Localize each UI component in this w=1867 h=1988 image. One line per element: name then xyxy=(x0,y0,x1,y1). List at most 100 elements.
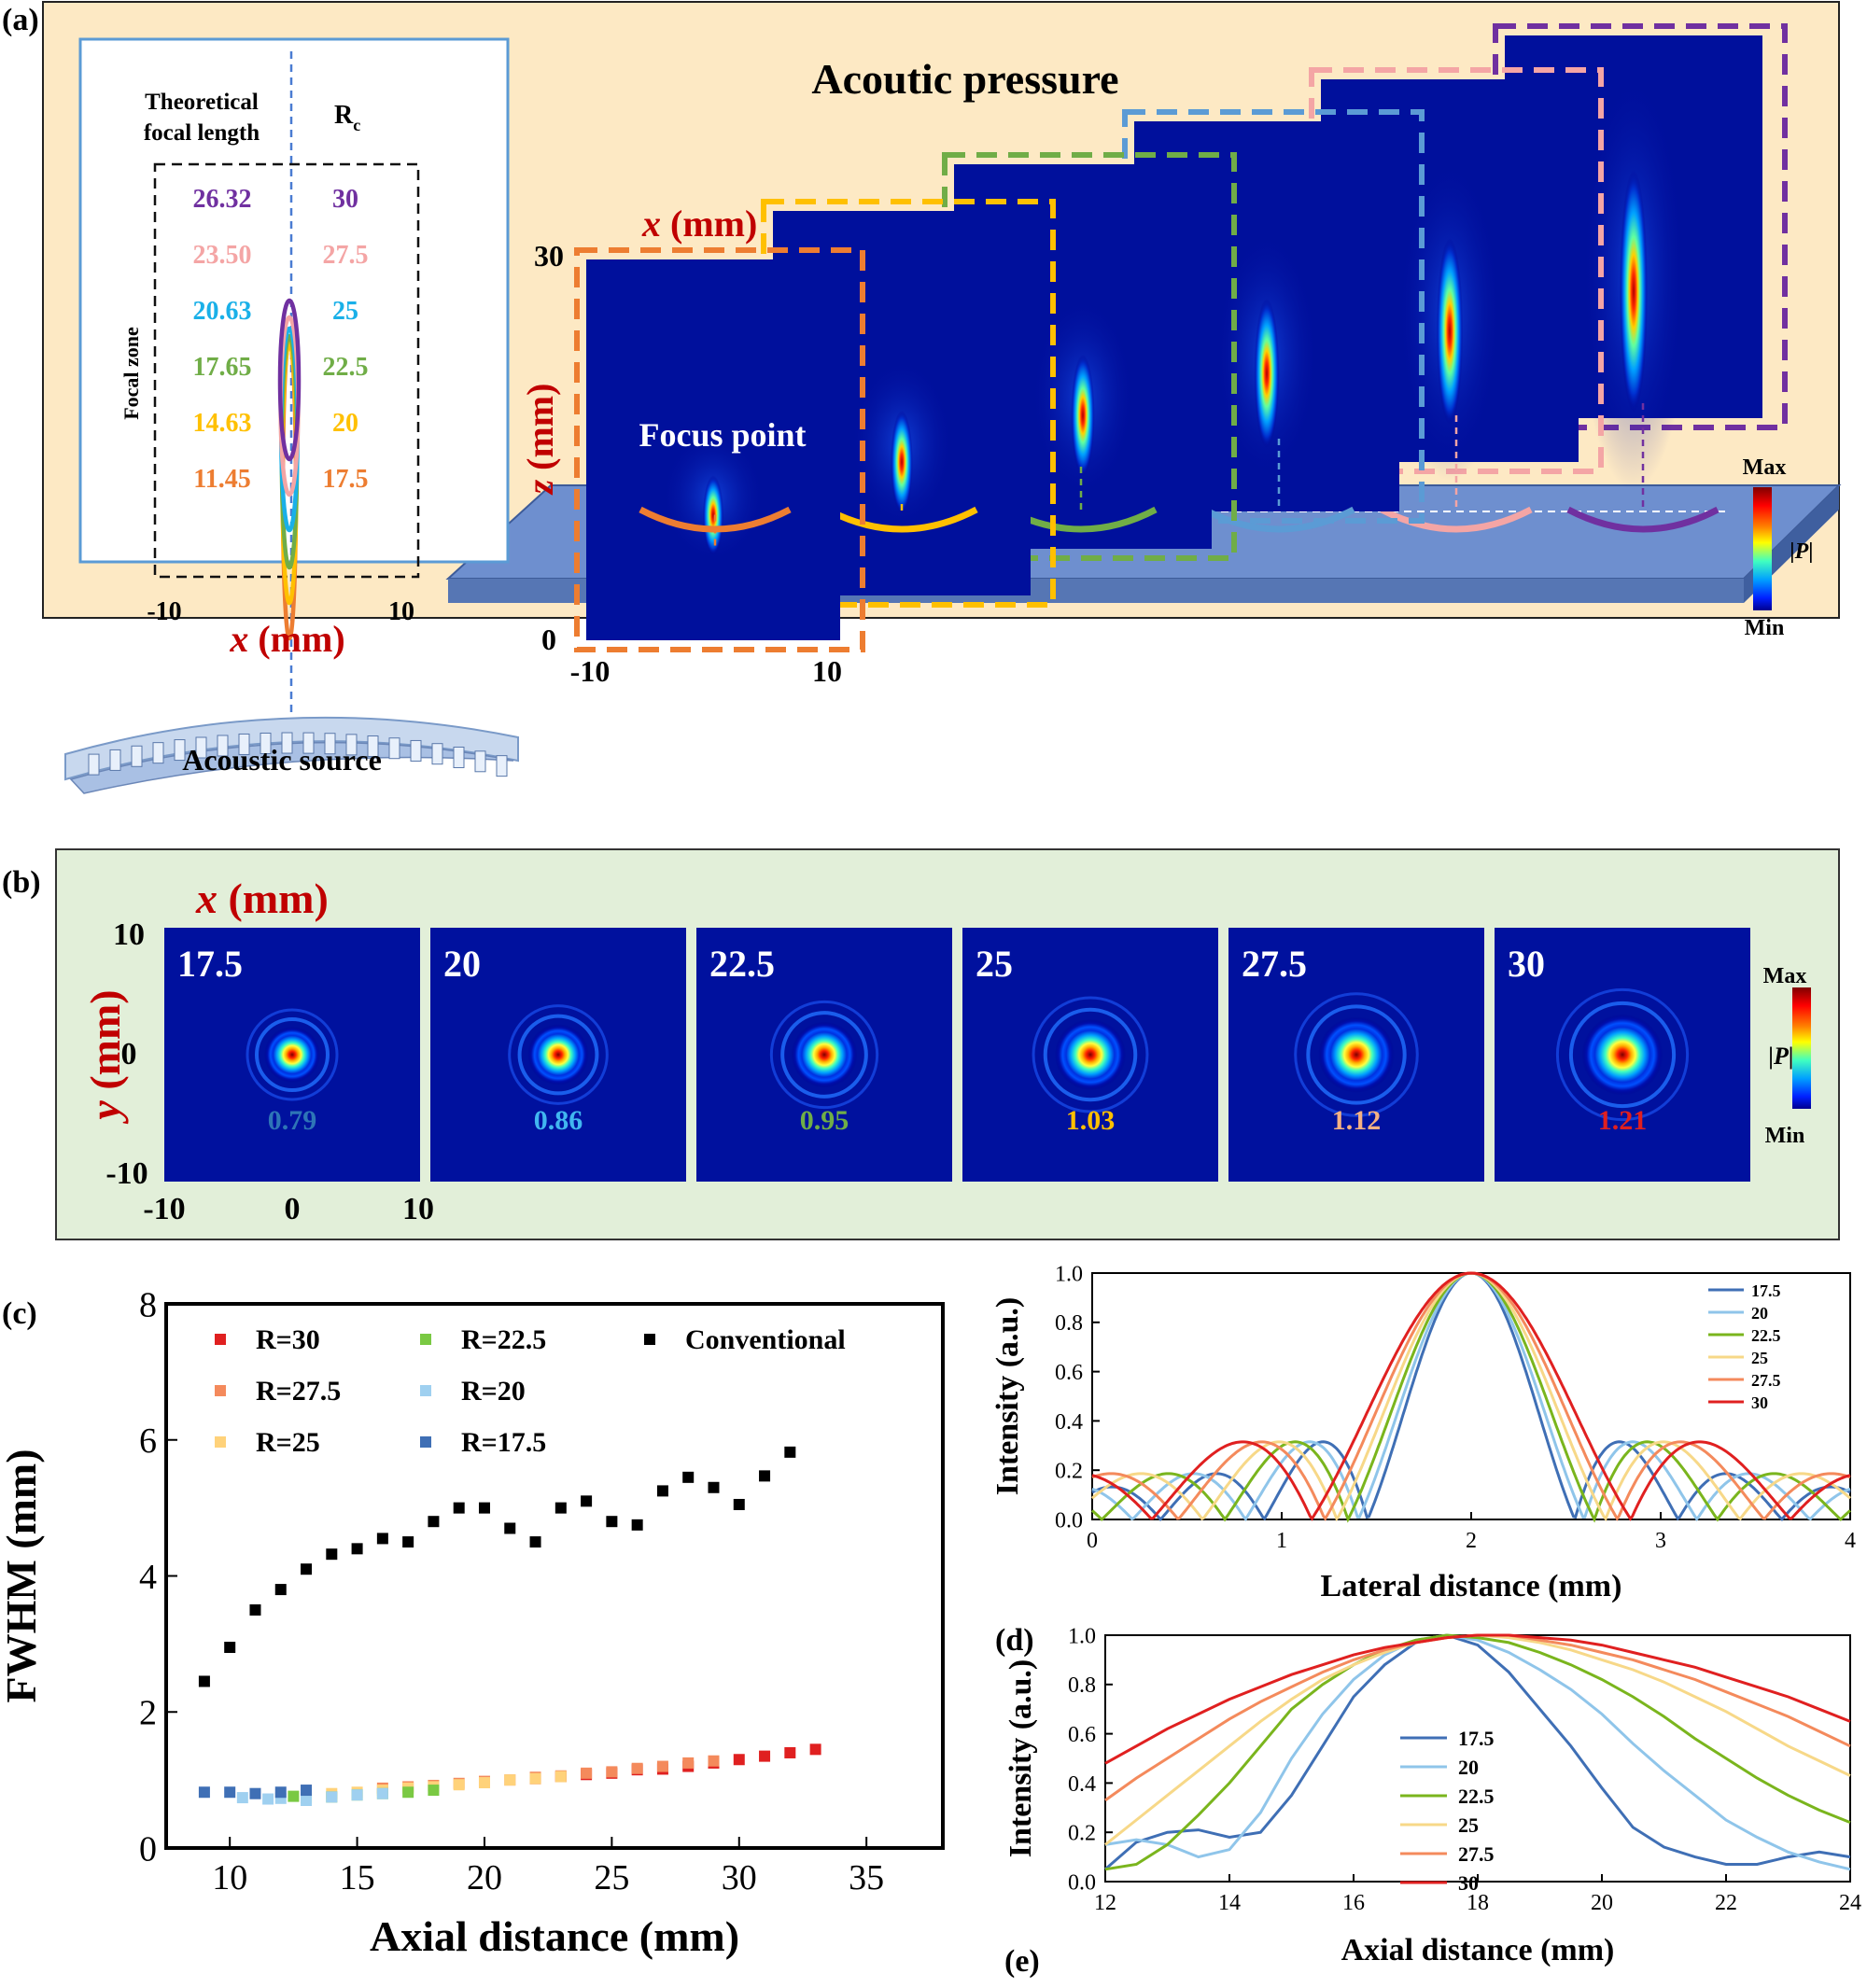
x-tick-label: 12 xyxy=(1094,1891,1116,1915)
inset-focal-zone-label: Focal zone xyxy=(119,327,143,420)
x-tick-label: 24 xyxy=(1839,1891,1861,1915)
source-element xyxy=(367,735,379,758)
spot-focus xyxy=(791,1021,858,1088)
inset-rows: 26.32 30 23.50 27.5 20.63 25 17.65 22.5 14.63 20 1… xyxy=(193,185,369,641)
legend-marker xyxy=(215,1334,226,1345)
spot-ring xyxy=(255,1017,330,1092)
fwhm-point xyxy=(529,1536,541,1548)
inset-focal-value: 20.63 xyxy=(193,297,252,326)
colorbar-a xyxy=(1753,487,1772,610)
x-tick-label: 16 xyxy=(1342,1891,1365,1915)
inset-focal-value: 23.50 xyxy=(193,241,252,270)
inset-x-label: x (mm) xyxy=(229,618,344,660)
source-element xyxy=(302,732,315,754)
panel-b-x-tick-right: 10 xyxy=(402,1192,434,1226)
fwhm-point xyxy=(198,1786,210,1799)
fwhm-point xyxy=(428,1785,440,1797)
fwhm-point xyxy=(682,1471,695,1483)
x-tick-label: 20 xyxy=(1591,1891,1613,1915)
fwhm-point xyxy=(376,1533,388,1545)
inset-focal-value: 17.65 xyxy=(193,353,252,382)
colorbar-a-max: Max xyxy=(1743,455,1787,480)
fwhm-point xyxy=(262,1793,274,1805)
inset-focal-value: 26.32 xyxy=(193,185,252,214)
x-tick-label: 0 xyxy=(1087,1529,1098,1553)
x-tick-label: 30 xyxy=(722,1858,757,1897)
spot-map-title: 17.5 xyxy=(177,943,243,985)
axial-curve xyxy=(1104,1633,1851,1871)
spot-map-title: 27.5 xyxy=(1242,943,1307,985)
spot-focus xyxy=(1318,1016,1395,1093)
legend-label: 25 xyxy=(1458,1813,1479,1837)
frame-z-label: z (mm) xyxy=(519,384,561,497)
fwhm-point xyxy=(478,1502,490,1514)
platform-transducer-arc xyxy=(639,506,792,533)
inset-rc-value: 20 xyxy=(332,409,358,438)
legend-label: R=25 xyxy=(256,1427,320,1458)
legend-marker xyxy=(420,1385,431,1396)
legend-label: 20 xyxy=(1751,1304,1768,1323)
panel-e-label: (e) xyxy=(1004,1944,1040,1979)
legend-label: 27.5 xyxy=(1458,1842,1495,1866)
inset-col-rc: Rc xyxy=(334,101,360,134)
spot-map-title: 25 xyxy=(976,943,1013,985)
rc-value-label: 30 xyxy=(1627,729,1659,763)
inset-col-rc-sub: c xyxy=(353,116,360,134)
source-element xyxy=(324,733,336,755)
y-axis-title: FWHM (mm) xyxy=(0,1449,45,1702)
fwhm-point xyxy=(274,1786,287,1799)
platform-transducer-arc xyxy=(1566,506,1720,533)
y-tick-label: 0.2 xyxy=(1055,1460,1083,1484)
y-tick-label: 0.6 xyxy=(1068,1723,1096,1747)
legend-label: 17.5 xyxy=(1458,1727,1495,1750)
x-tick-label: 4 xyxy=(1845,1529,1856,1553)
fwhm-point xyxy=(326,1791,338,1803)
fwhm-point xyxy=(453,1779,465,1791)
frame-z-label-unit: (mm) xyxy=(519,384,561,480)
plot-area xyxy=(1091,1272,1851,1520)
inset-focal-value: 11.45 xyxy=(193,465,250,494)
fwhm-point xyxy=(224,1786,236,1799)
legend-label: 17.5 xyxy=(1751,1281,1781,1300)
source-element xyxy=(281,732,293,754)
pressure-map-frame xyxy=(574,247,865,652)
fwhm-point xyxy=(249,1603,261,1616)
source-element xyxy=(217,735,229,757)
inset-rc-value: 17.5 xyxy=(323,465,369,494)
fwhm-point xyxy=(759,1750,771,1762)
panel-b-x-tick-left: -10 xyxy=(143,1192,185,1226)
inset-col-focal-line1: Theoretical xyxy=(145,90,259,115)
legend-marker xyxy=(644,1334,655,1345)
y-tick-label: 0.4 xyxy=(1055,1410,1083,1435)
focal-zone-ellipse xyxy=(277,298,302,462)
y-tick-label: 0.8 xyxy=(1055,1311,1083,1336)
focus-point-label: Focus point xyxy=(639,416,806,454)
spot-ring xyxy=(1555,987,1690,1122)
fwhm-point xyxy=(504,1522,516,1534)
source-element xyxy=(238,733,250,755)
fwhm-point xyxy=(631,1519,643,1531)
legend-label: 25 xyxy=(1751,1349,1768,1367)
colorbar-b-max: Max xyxy=(1763,964,1807,988)
axial-curve xyxy=(1104,1633,1851,1871)
spot-focus xyxy=(527,1024,589,1085)
source-element xyxy=(174,739,186,762)
fwhm-point xyxy=(784,1446,796,1458)
axial-curve xyxy=(1104,1633,1851,1870)
fwhm-point xyxy=(301,1785,313,1797)
chart-fwhm: 10 15 20 25 30 35 0 2 4 6 8 Axial distance (mm) FWHM… xyxy=(0,1285,945,1960)
legend-label: R=30 xyxy=(256,1324,320,1355)
x-tick-label: 3 xyxy=(1655,1529,1666,1553)
legend-label: 27.5 xyxy=(1751,1371,1781,1390)
fwhm-point xyxy=(301,1563,313,1575)
lateral-curve xyxy=(1091,1271,1851,1521)
platform-rc-label: Rc xyxy=(577,721,610,762)
panel-b-y-label-unit: (mm) xyxy=(81,989,129,1100)
panel-c-label: (c) xyxy=(2,1296,37,1331)
fwhm-point xyxy=(581,1495,593,1507)
rc-value-label: 20 xyxy=(888,729,919,763)
spot-ring xyxy=(1568,1001,1677,1109)
acoustic-source-label: Acoustic source xyxy=(182,743,382,777)
frame-x-label: x (mm) xyxy=(641,203,757,245)
fwhm-point xyxy=(708,1755,720,1767)
